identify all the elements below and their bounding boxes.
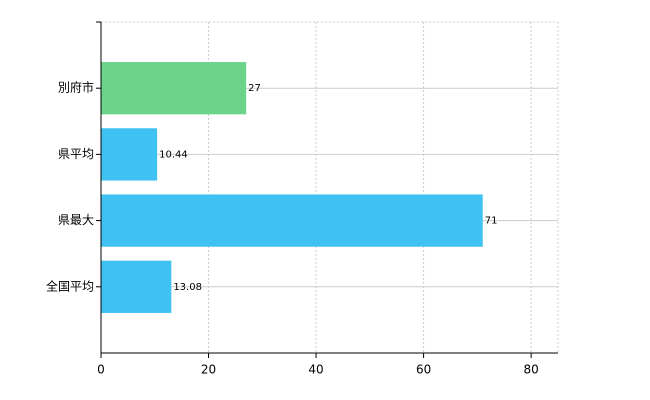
value-label: 10.44 bbox=[159, 149, 188, 160]
y-tick-label: 別府市 bbox=[58, 80, 94, 95]
y-tick-label: 全国平均 bbox=[46, 278, 94, 293]
bar bbox=[101, 194, 483, 247]
x-tick-label: 60 bbox=[416, 363, 431, 377]
x-tick-label: 40 bbox=[308, 363, 323, 377]
value-label: 27 bbox=[248, 83, 261, 94]
x-tick-label: 0 bbox=[97, 363, 105, 377]
y-tick-label: 県平均 bbox=[58, 147, 94, 161]
bar bbox=[101, 128, 158, 181]
y-tick-label: 県最大 bbox=[58, 213, 94, 227]
bar bbox=[101, 260, 172, 313]
value-label: 13.08 bbox=[173, 282, 202, 293]
bar bbox=[101, 62, 247, 115]
value-label: 71 bbox=[485, 216, 498, 227]
x-tick-label: 20 bbox=[201, 363, 216, 377]
x-tick-label: 80 bbox=[523, 363, 538, 377]
